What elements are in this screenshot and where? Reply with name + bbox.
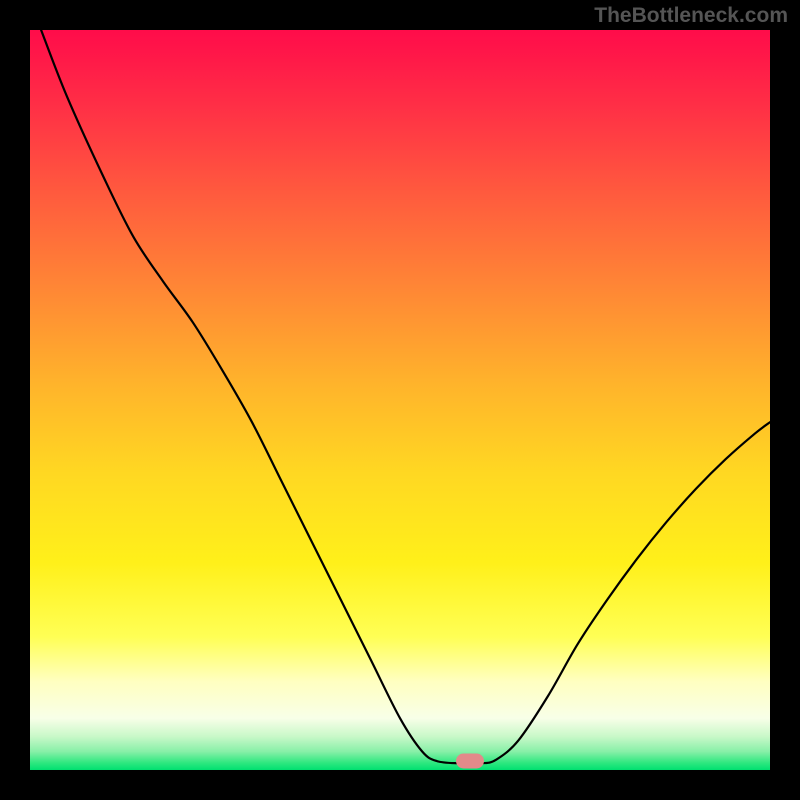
chart-plot-area [30, 30, 770, 770]
bottleneck-curve [30, 30, 770, 770]
watermark-label: TheBottleneck.com [594, 4, 788, 28]
minimum-marker [456, 754, 484, 769]
